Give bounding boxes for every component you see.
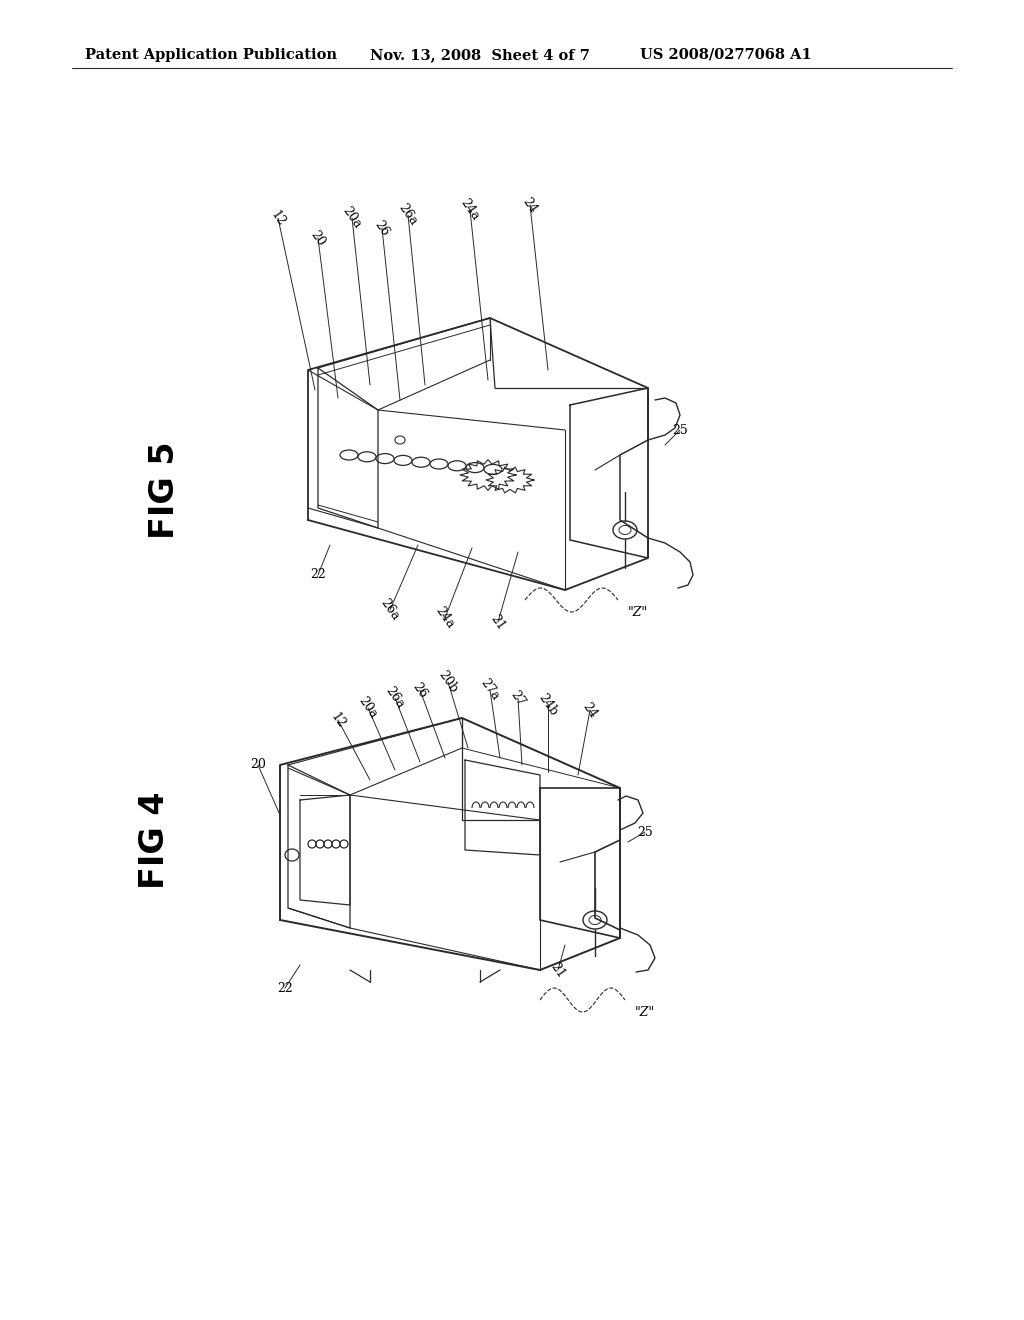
Text: 24: 24 xyxy=(581,700,600,721)
Text: 24b: 24b xyxy=(536,692,560,718)
Text: 12: 12 xyxy=(268,207,288,228)
Text: 24a: 24a xyxy=(433,605,457,631)
Text: 26a: 26a xyxy=(396,202,420,228)
Text: FIG 4: FIG 4 xyxy=(138,791,171,888)
Text: 21: 21 xyxy=(488,611,508,632)
Text: 25: 25 xyxy=(637,825,653,838)
Text: FIG 5: FIG 5 xyxy=(148,441,181,539)
Text: Nov. 13, 2008  Sheet 4 of 7: Nov. 13, 2008 Sheet 4 of 7 xyxy=(370,48,590,62)
Text: 20: 20 xyxy=(250,759,266,771)
Text: US 2008/0277068 A1: US 2008/0277068 A1 xyxy=(640,48,812,62)
Text: 12: 12 xyxy=(328,710,348,730)
Text: 26a: 26a xyxy=(383,685,407,711)
Text: "Z": "Z" xyxy=(628,606,648,619)
Text: 27a: 27a xyxy=(478,677,502,704)
Text: 26a: 26a xyxy=(378,597,402,623)
Text: Patent Application Publication: Patent Application Publication xyxy=(85,48,337,62)
Text: 25: 25 xyxy=(672,424,688,437)
Text: 24a: 24a xyxy=(458,197,482,223)
Text: 27: 27 xyxy=(508,688,527,708)
Text: 26: 26 xyxy=(372,218,392,238)
Text: 21: 21 xyxy=(548,960,568,981)
Text: "Z": "Z" xyxy=(635,1006,655,1019)
Text: 26: 26 xyxy=(411,680,430,700)
Text: 24: 24 xyxy=(520,195,540,215)
Text: 22: 22 xyxy=(278,982,293,994)
Text: 20: 20 xyxy=(308,228,328,248)
Text: 22: 22 xyxy=(310,569,326,582)
Text: 20b: 20b xyxy=(436,668,460,696)
Text: 20a: 20a xyxy=(340,205,364,231)
Text: 20a: 20a xyxy=(356,694,380,721)
